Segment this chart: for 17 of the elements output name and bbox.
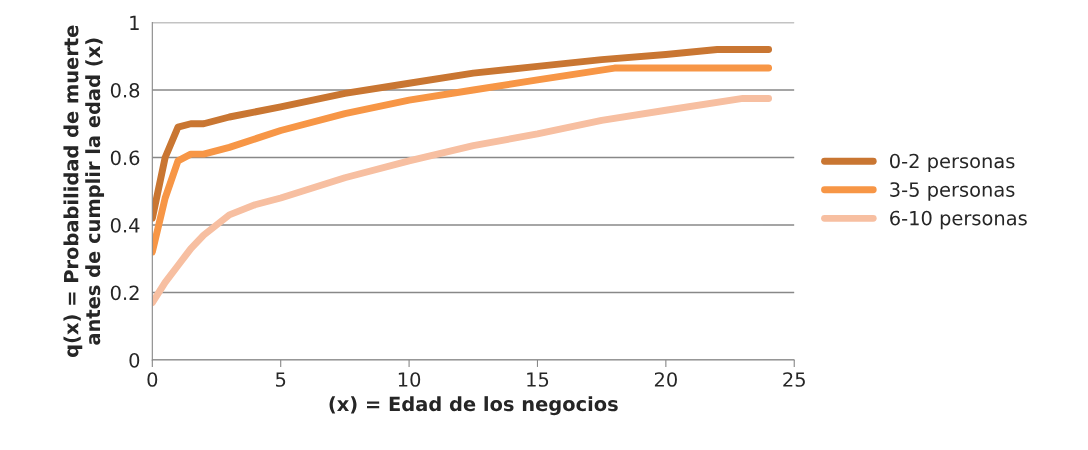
y-tick-label: 0.6 bbox=[110, 150, 140, 166]
x-tick-label: 15 bbox=[527, 372, 549, 387]
x-tick-label: 10 bbox=[398, 372, 421, 387]
x-axis-title: (x) = Edad de los negocios bbox=[329, 396, 618, 416]
legend-label: 0-2 personas bbox=[890, 153, 1015, 173]
x-tick-label: 20 bbox=[654, 372, 677, 387]
legend-label: 6-10 personas bbox=[890, 210, 1027, 230]
x-tick-label: 25 bbox=[783, 372, 805, 387]
y-tick-label: 0.2 bbox=[110, 285, 139, 301]
y-tick-label: 0 bbox=[129, 352, 140, 368]
y-tick-label: 0.8 bbox=[110, 82, 140, 98]
x-tick-label: 0 bbox=[147, 372, 158, 387]
y-axis-title: q(x) = Probabilidad de muerte antes de cumplir la edad (x) bbox=[63, 25, 105, 357]
x-tick-label: 5 bbox=[276, 372, 286, 387]
y-tick-label: 0.4 bbox=[110, 217, 140, 233]
legend-label: 3-5 personas bbox=[890, 182, 1015, 201]
y-tick-label: 1 bbox=[130, 15, 139, 30]
